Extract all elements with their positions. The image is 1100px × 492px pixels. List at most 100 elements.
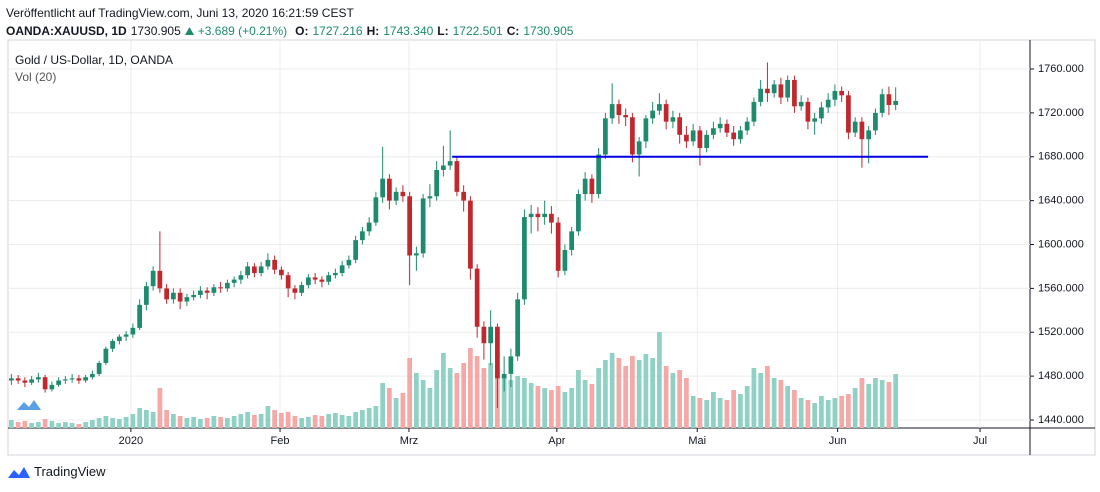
candle-body	[663, 104, 669, 122]
volume-bar	[9, 420, 14, 428]
candle-body	[265, 259, 271, 267]
volume-bar	[684, 378, 689, 428]
volume-bar	[643, 354, 649, 428]
candle-body	[792, 79, 797, 107]
candle-body	[805, 101, 811, 122]
candle-body	[886, 94, 892, 105]
y-tick-label: 1640.000	[1038, 195, 1084, 207]
candle-body	[596, 154, 602, 195]
candle-body	[839, 90, 845, 96]
volume-bar	[414, 373, 419, 428]
candle-body	[454, 161, 460, 192]
candle-body	[657, 104, 662, 111]
candle-body	[285, 275, 291, 289]
candle-body	[697, 130, 703, 148]
volume-bar	[83, 422, 88, 428]
volume-bar	[319, 416, 325, 428]
volume-bar	[123, 417, 129, 428]
volume-bar	[96, 418, 102, 428]
candle-body	[609, 104, 615, 119]
volume-bar	[717, 398, 723, 428]
candle-body	[846, 95, 851, 133]
volume-bar	[454, 373, 460, 428]
candle-body	[137, 304, 142, 328]
volume-bar	[258, 414, 264, 428]
y-tick-label: 1480.000	[1038, 370, 1084, 382]
volume-bar	[697, 398, 703, 428]
candle-body	[515, 299, 521, 357]
volume-bar	[366, 408, 372, 428]
candle-body	[798, 101, 804, 107]
candle-body	[211, 287, 217, 293]
volume-bar	[603, 360, 608, 428]
candle-body	[771, 84, 777, 94]
candle-body	[461, 191, 467, 201]
volume-bar	[164, 410, 169, 428]
volume-bar	[117, 419, 122, 428]
x-tick-label: Mrz	[400, 435, 418, 447]
volume-bar	[852, 388, 858, 428]
volume-bar	[522, 378, 527, 428]
candle-body	[312, 277, 318, 280]
volume-bar	[576, 370, 581, 428]
volume-bar	[765, 366, 770, 428]
candle-body	[765, 88, 770, 94]
candle-body	[387, 178, 392, 201]
volume-bar	[225, 418, 230, 428]
candle-body	[569, 231, 575, 250]
candle-body	[272, 259, 278, 270]
volume-bar	[150, 412, 156, 428]
volume-bar	[650, 358, 656, 428]
candle-body	[319, 279, 325, 282]
candle-body	[427, 196, 433, 199]
brand: TradingView	[34, 464, 106, 479]
volume-bar	[488, 363, 494, 428]
volume-bar	[441, 353, 446, 428]
candle-body	[549, 213, 554, 223]
volume-bar	[481, 368, 487, 428]
ohlc-label: H:	[366, 24, 380, 38]
volume-bar	[474, 356, 480, 428]
candle-body	[738, 130, 743, 140]
candle-body	[292, 288, 298, 293]
volume-bar	[819, 396, 824, 428]
candle-body	[603, 118, 608, 155]
volume-bar	[657, 332, 662, 428]
ohlc-value: 1727.216	[312, 24, 363, 38]
volume-bar	[427, 388, 433, 428]
candle-body	[501, 373, 507, 379]
symbol: OANDA:XAUUSD, 1D	[6, 24, 127, 38]
volume-bar	[407, 358, 413, 428]
volume-bar	[562, 392, 568, 428]
ohlc-value: 1743.340	[383, 24, 434, 38]
x-tick-label: Apr	[548, 435, 565, 447]
volume-bar	[555, 386, 561, 428]
ohlc-label: O:	[295, 24, 309, 38]
volume-bar	[468, 348, 473, 428]
candle-body	[9, 378, 14, 381]
candle-body	[393, 191, 399, 201]
volume-bar	[198, 419, 203, 428]
volume-bar	[535, 386, 541, 428]
volume-bar	[177, 416, 183, 428]
candle-body	[508, 356, 514, 374]
volume-bar	[90, 420, 95, 428]
candle-body	[306, 277, 311, 286]
candle-body	[866, 130, 872, 140]
candle-body	[110, 341, 115, 349]
volume-bar	[596, 368, 602, 428]
candle-body	[731, 132, 737, 140]
footer-logo	[8, 466, 30, 478]
volume-bar	[873, 378, 878, 428]
volume-bar	[49, 421, 55, 428]
volume-bar	[886, 382, 892, 428]
volume-bar	[218, 417, 223, 428]
volume-bar	[609, 353, 615, 428]
candle-body	[859, 121, 865, 140]
candle-body	[191, 294, 196, 298]
candle-body	[333, 273, 338, 276]
x-tick-label: Feb	[271, 435, 290, 447]
volume-bar	[508, 380, 514, 428]
volume-bar	[805, 400, 811, 428]
volume-bar	[812, 403, 818, 428]
